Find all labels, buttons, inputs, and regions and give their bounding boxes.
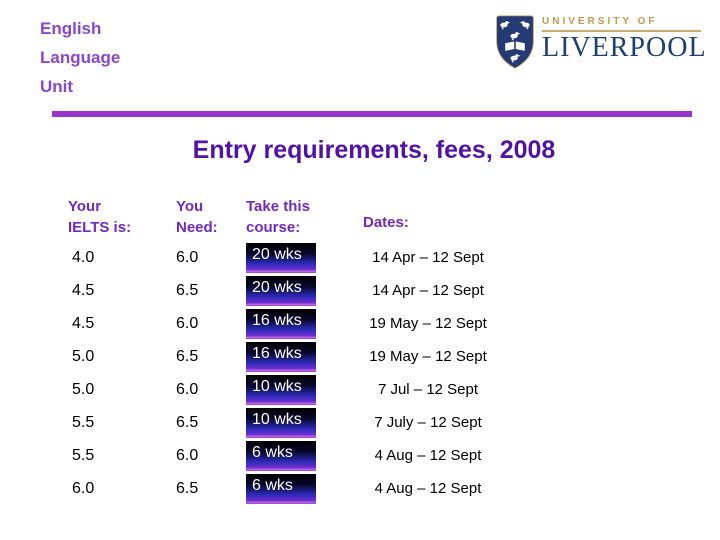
org-name-line: Unit xyxy=(40,77,74,96)
cell-need-score: 6.5 xyxy=(176,281,199,299)
cell-ielts-score: 5.5 xyxy=(72,413,95,431)
liver-bird-icon xyxy=(500,21,530,63)
cell-course-length-box: 20 wks xyxy=(246,275,316,306)
table-row: 4.0 6.0 20 wks 14 Apr – 12 Sept xyxy=(68,241,652,274)
table-row: 6.0 6.5 6 wks 4 Aug – 12 Sept xyxy=(68,472,652,505)
cell-course-length-box: 10 wks xyxy=(246,407,316,438)
cell-need-score: 6.0 xyxy=(176,248,199,266)
cell-ielts-score: 4.5 xyxy=(72,314,95,332)
page-title: Entry requirements, fees, 2008 xyxy=(192,136,556,164)
university-logo: UNIVERSITY OF LIVERPOOL xyxy=(492,12,707,72)
cell-dates: 4 Aug – 12 Sept xyxy=(374,447,482,464)
cell-dates: 14 Apr – 12 Sept xyxy=(372,249,484,266)
cell-dates: 4 Aug – 12 Sept xyxy=(374,480,482,497)
org-name-line: English xyxy=(40,19,102,38)
cell-dates: 7 July – 12 Sept xyxy=(374,414,482,431)
cell-ielts-score: 4.5 xyxy=(72,281,95,299)
cell-need-score: 6.0 xyxy=(176,446,199,464)
logo-university-of-text: UNIVERSITY OF xyxy=(542,16,658,27)
divider-rule xyxy=(52,111,692,117)
cell-need-score: 6.5 xyxy=(176,479,199,497)
col-header-course: Take this course: xyxy=(246,198,310,236)
cell-dates: 19 May – 12 Sept xyxy=(369,315,487,332)
table-row: 4.5 6.5 20 wks 14 Apr – 12 Sept xyxy=(68,274,652,307)
cell-course-length-box: 16 wks xyxy=(246,341,316,372)
cell-course-length-box: 10 wks xyxy=(246,374,316,405)
logo-wordmark: UNIVERSITY OF LIVERPOOL xyxy=(542,16,707,63)
cell-ielts-score: 5.5 xyxy=(72,446,95,464)
logo-liverpool-text: LIVERPOOL xyxy=(542,32,707,63)
cell-ielts-score: 4.0 xyxy=(72,248,95,266)
cell-course-length-box: 6 wks xyxy=(246,440,316,471)
requirements-table: Your IELTS is: You Need: Take this cours… xyxy=(68,196,652,505)
cell-course-length-box: 16 wks xyxy=(246,308,316,339)
cell-dates: 19 May – 12 Sept xyxy=(369,348,487,365)
col-header-ielts: Your IELTS is: xyxy=(68,198,132,236)
cell-need-score: 6.0 xyxy=(176,380,199,398)
table-row: 5.5 6.5 10 wks 7 July – 12 Sept xyxy=(68,406,652,439)
logo-gold-rule xyxy=(542,30,701,32)
cell-ielts-score: 5.0 xyxy=(72,347,95,365)
cell-dates: 7 Jul – 12 Sept xyxy=(377,381,479,398)
table-row: 5.0 6.5 16 wks 19 May – 12 Sept xyxy=(68,340,652,373)
cell-ielts-score: 6.0 xyxy=(72,479,95,497)
table-header-row: Your IELTS is: You Need: Take this cours… xyxy=(68,196,652,238)
cell-ielts-score: 5.0 xyxy=(72,380,95,398)
table-rows: 4.0 6.0 20 wks 14 Apr – 12 Sept 4.5 6.5 20 wks… xyxy=(68,241,652,505)
table-row: 5.0 6.0 10 wks 7 Jul – 12 Sept xyxy=(68,373,652,406)
org-name: English Language Unit xyxy=(40,14,120,101)
liverpool-crest-icon xyxy=(496,15,534,69)
cell-course-length-box: 20 wks xyxy=(246,242,316,273)
table-row: 5.5 6.0 6 wks 4 Aug – 12 Sept xyxy=(68,439,652,472)
col-header-dates: Dates: xyxy=(363,214,409,231)
open-book-icon xyxy=(504,40,526,52)
cell-course-length-box: 6 wks xyxy=(246,473,316,504)
cell-need-score: 6.0 xyxy=(176,314,199,332)
org-name-line: Language xyxy=(40,48,121,67)
cell-need-score: 6.5 xyxy=(176,413,199,431)
cell-need-score: 6.5 xyxy=(176,347,199,365)
table-row: 4.5 6.0 16 wks 19 May – 12 Sept xyxy=(68,307,652,340)
cell-dates: 14 Apr – 12 Sept xyxy=(372,282,484,299)
col-header-need: You Need: xyxy=(176,198,218,236)
